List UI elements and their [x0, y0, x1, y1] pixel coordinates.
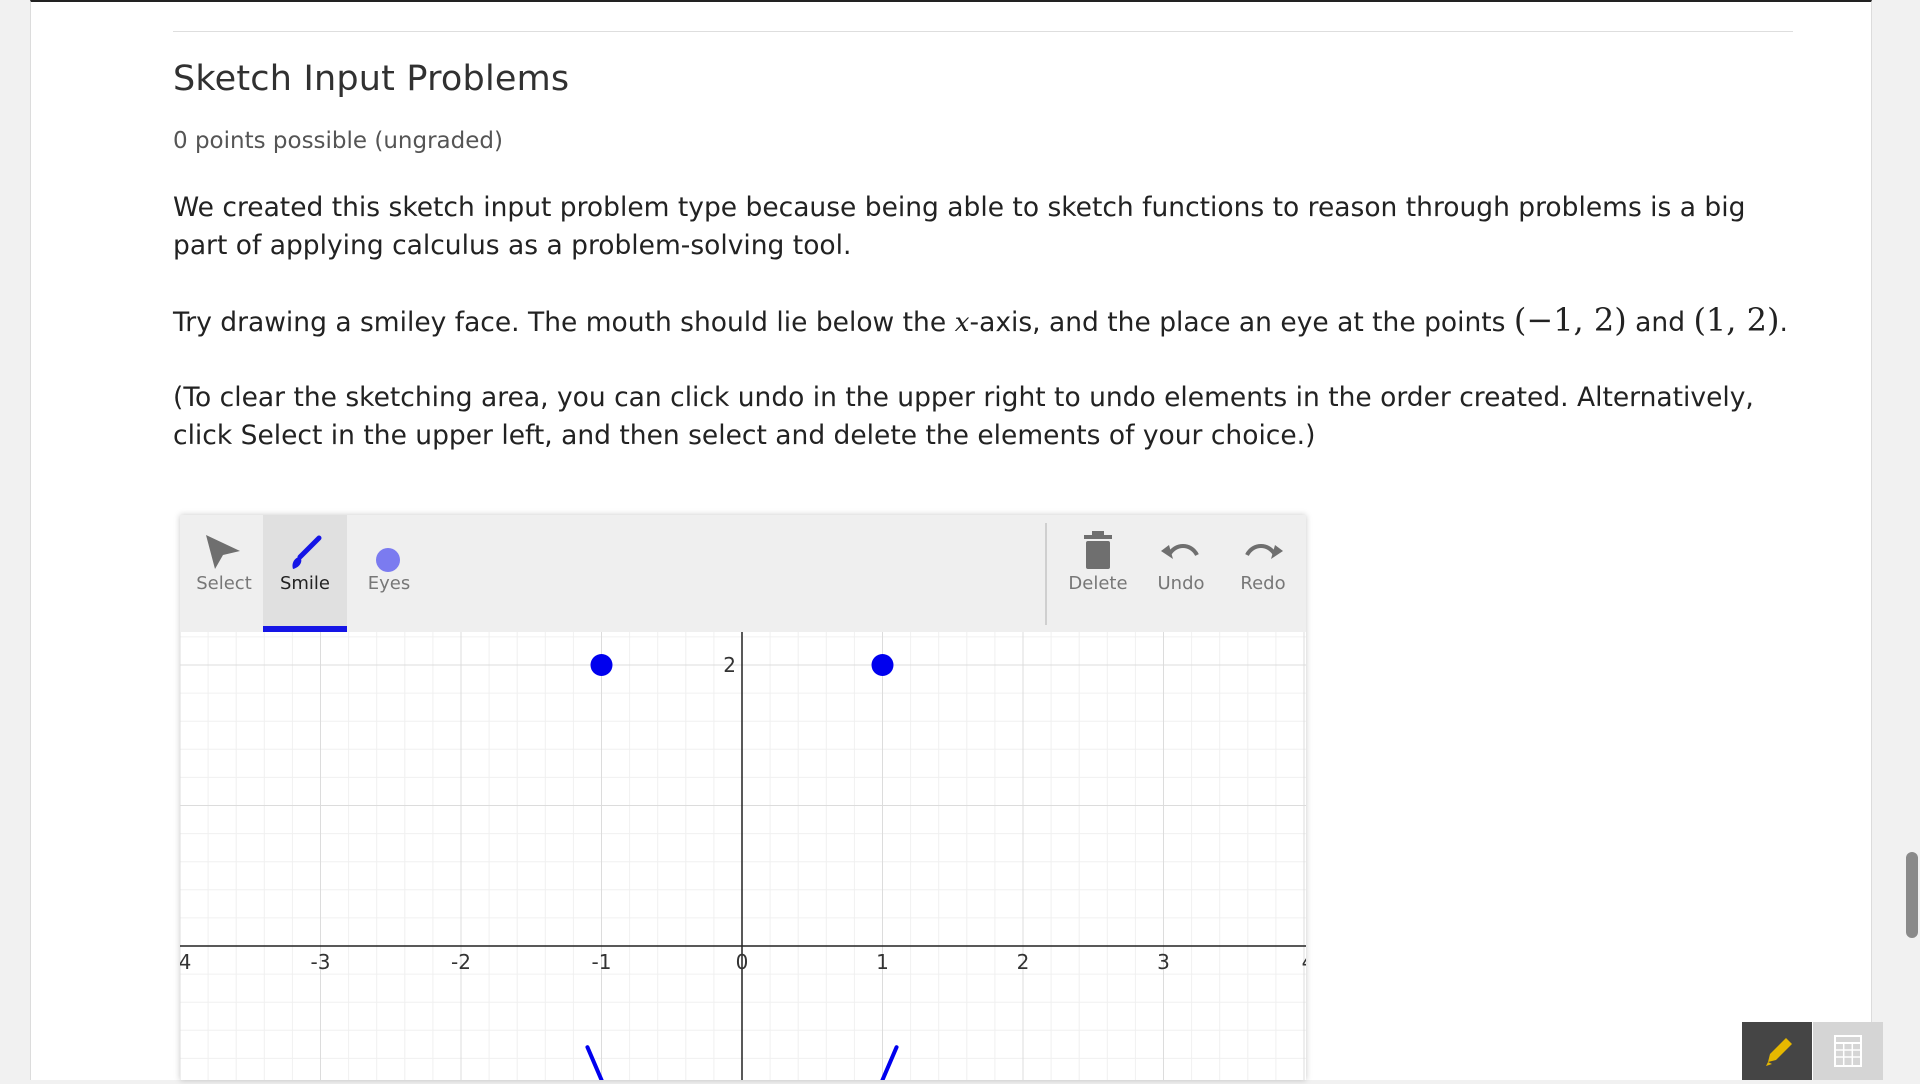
x-tick-label: 1: [876, 950, 889, 974]
math-variable-x: x: [954, 307, 970, 338]
x-tick-label: -1: [592, 950, 612, 974]
sketch-drawing-area[interactable]: 4 -3 -2 -1 0 1 2 3 4 2: [180, 632, 1306, 1080]
minor-grid: [180, 632, 1306, 1080]
pencil-icon: [1766, 1038, 1792, 1066]
sketch-widget: Select Smile Eyes: [180, 515, 1306, 1080]
notes-button[interactable]: [1742, 1022, 1812, 1080]
top-divider: [173, 31, 1793, 32]
right-eye-point[interactable]: [871, 654, 894, 676]
redo-button[interactable]: Redo: [1221, 515, 1305, 632]
axes: [180, 632, 1306, 1080]
select-tool-button[interactable]: Select: [182, 515, 266, 632]
x-tick-label: 4: [1302, 950, 1306, 974]
clear-instructions-paragraph: (To clear the sketching area, you can cl…: [173, 382, 1754, 451]
x-tick-label: 3: [1157, 950, 1170, 974]
redo-arrow-icon: [1221, 529, 1305, 573]
y-tick-label: 2: [723, 653, 736, 677]
instruction-text: -axis, and the place an eye at the point…: [969, 307, 1514, 338]
point-dot-icon: [347, 529, 431, 573]
y-axis-tick-labels: 2: [723, 653, 736, 677]
calculator-button[interactable]: [1813, 1022, 1883, 1080]
smile-tool-label: Smile: [279, 573, 331, 594]
eye-points: [590, 654, 894, 676]
cursor-arrow-icon: [182, 529, 266, 573]
x-axis-tick-labels: 4 -3 -2 -1 0 1 2 3 4: [180, 950, 1306, 974]
select-tool-label: Select: [196, 573, 252, 594]
x-tick-label: 2: [1017, 950, 1030, 974]
instruction-paragraph: Try drawing a smiley face. The mouth sho…: [173, 301, 1793, 342]
toolbar-divider: [1045, 523, 1047, 625]
active-tool-indicator: [263, 626, 347, 632]
undo-button[interactable]: Undo: [1139, 515, 1223, 632]
undo-label: Undo: [1157, 573, 1205, 594]
calculator-icon: [1834, 1035, 1862, 1067]
points-possible: 0 points possible (ungraded): [173, 128, 503, 154]
instruction-text: Try drawing a smiley face. The mouth sho…: [173, 307, 955, 338]
delete-label: Delete: [1068, 573, 1128, 594]
sketch-toolbar: Select Smile Eyes: [180, 515, 1306, 632]
math-point-left-eye: (−1, 2): [1513, 301, 1627, 339]
undo-arrow-icon: [1139, 529, 1223, 573]
x-tick-label: 0: [736, 950, 749, 974]
scrollbar-thumb[interactable]: [1906, 852, 1918, 938]
x-tick-label: -3: [311, 950, 331, 974]
eyes-tool-label: Eyes: [367, 573, 411, 594]
instruction-text: and: [1626, 307, 1694, 338]
redo-label: Redo: [1240, 573, 1286, 594]
smile-tool-button[interactable]: Smile: [263, 515, 347, 632]
x-tick-label: 4: [180, 950, 191, 974]
delete-button[interactable]: Delete: [1056, 515, 1140, 632]
left-eye-point[interactable]: [590, 654, 613, 676]
brush-icon: [263, 529, 347, 573]
eyes-tool-button[interactable]: Eyes: [347, 515, 431, 632]
problem-title: Sketch Input Problems: [173, 59, 570, 99]
instruction-text: .: [1779, 307, 1788, 338]
math-point-right-eye: (1, 2): [1693, 301, 1780, 339]
x-tick-label: -2: [451, 950, 471, 974]
page-scrollbar[interactable]: [1904, 0, 1920, 1080]
trash-icon: [1056, 529, 1140, 573]
intro-paragraph: We created this sketch input problem typ…: [173, 192, 1746, 261]
